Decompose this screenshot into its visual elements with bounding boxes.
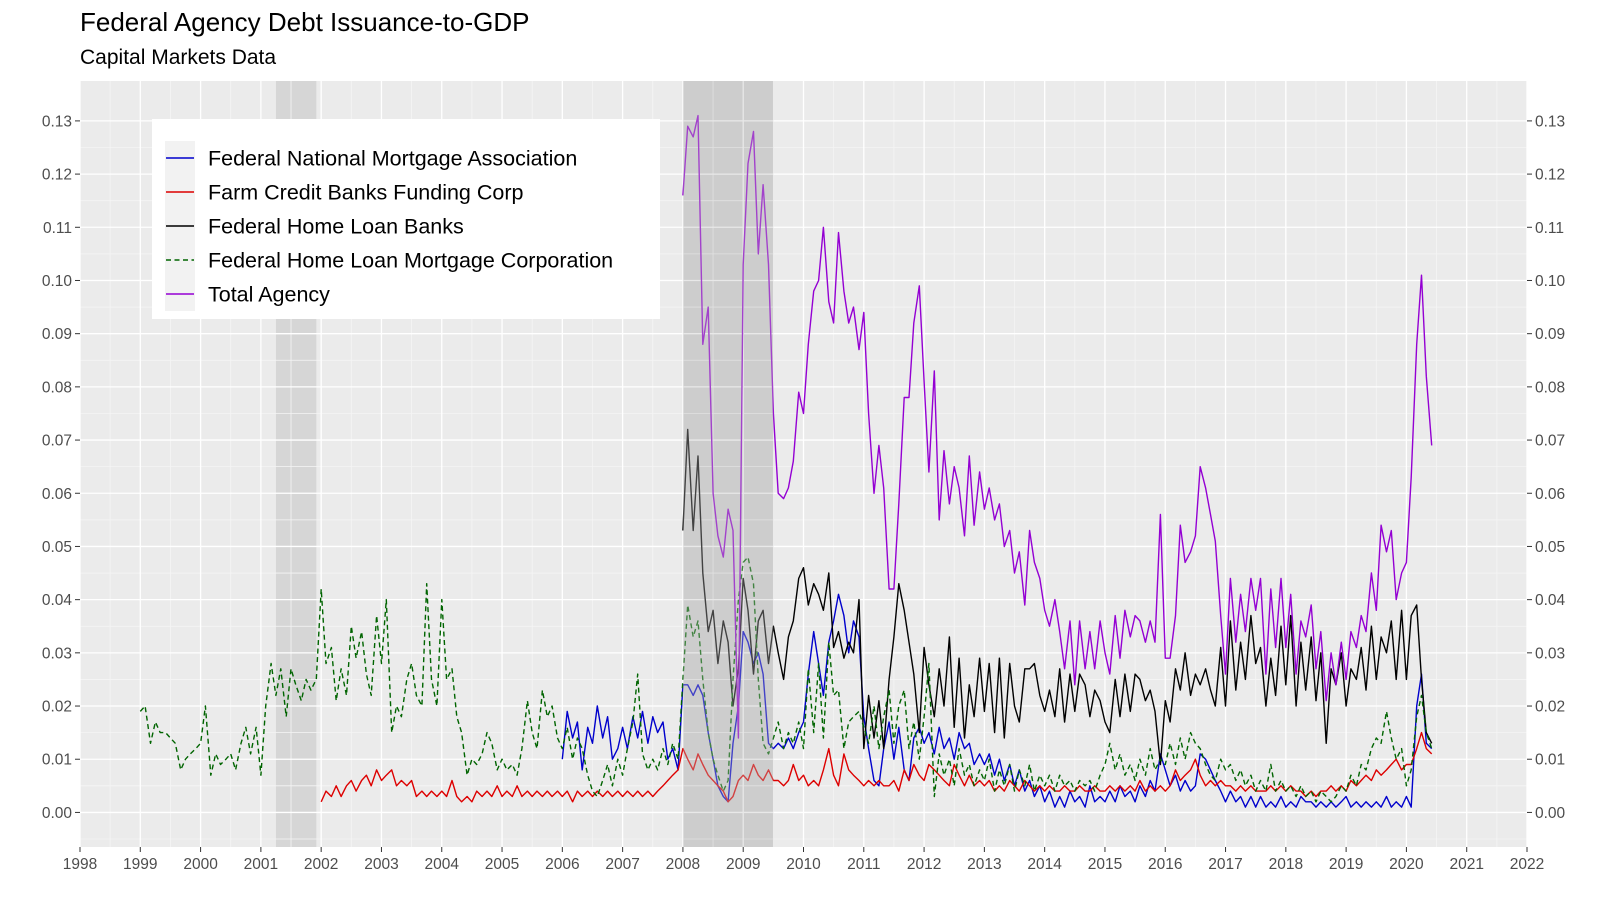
y-tick-label-right: 0.09 <box>1535 326 1565 343</box>
legend-label-5: Total Agency <box>208 283 330 307</box>
legend: Federal National Mortgage Association Far… <box>152 119 660 319</box>
x-tick-label: 2020 <box>1389 856 1424 873</box>
legend-label-3: Federal Home Loan Banks <box>208 215 464 239</box>
series-line-3 <box>682 428 1433 766</box>
x-tick-label: 2017 <box>1208 856 1242 873</box>
y-tick-label-right: 0.11 <box>1535 220 1564 237</box>
y-tick-label-right: 0.12 <box>1535 167 1565 184</box>
y-tick-label-left: 0.04 <box>42 592 73 609</box>
y-tick-label-left: 0.02 <box>42 699 72 716</box>
y-tick-label-left: 0.11 <box>43 220 72 237</box>
y-tick-label-left: 0.09 <box>42 326 72 343</box>
x-tick-label: 2011 <box>847 856 880 873</box>
x-tick-label: 2000 <box>183 856 218 873</box>
legend-label-2: Farm Credit Banks Funding Corp <box>208 181 523 205</box>
y-tick-label-right: 0.04 <box>1535 592 1566 609</box>
y-tick-label-left: 0.06 <box>42 486 72 503</box>
y-tick-label-right: 0.02 <box>1535 699 1565 716</box>
y-tick-label-left: 0.08 <box>42 379 72 396</box>
y-tick-label-right: 0.10 <box>1535 273 1566 290</box>
x-tick-label: 2004 <box>425 856 460 873</box>
y-tick-label-right: 0.03 <box>1535 645 1565 662</box>
series-lines <box>139 81 1433 847</box>
y-tick-label-left: 0.10 <box>42 273 73 290</box>
legend-label-1: Federal National Mortgage Association <box>208 147 577 171</box>
y-tick-label-left: 0.01 <box>42 752 72 769</box>
series-line-2 <box>320 731 1433 803</box>
chart-subtitle: Capital Markets Data <box>80 46 276 69</box>
x-tick-label: 2012 <box>907 856 941 873</box>
y-tick-label-left: 0.00 <box>42 805 73 822</box>
recession-overlay <box>682 81 774 847</box>
x-tick-label: 2014 <box>1027 856 1062 873</box>
y-tick-label-right: 0.05 <box>1535 539 1565 556</box>
x-tick-label: 2007 <box>605 856 639 873</box>
x-tick-label: 1998 <box>63 856 97 873</box>
axes: 0.00 0.00 0.01 0.01 0.02 0.02 0.03 0.03 0.04 0.04… <box>42 113 1566 873</box>
y-tick-label-left: 0.05 <box>42 539 72 556</box>
y-tick-label-right: 0.06 <box>1535 486 1565 503</box>
x-tick-label: 2008 <box>666 856 700 873</box>
x-tick-label: 2010 <box>786 856 821 873</box>
x-tick-label: 2001 <box>244 856 278 873</box>
y-tick-label-left: 0.12 <box>42 167 72 184</box>
legend-box <box>152 119 660 319</box>
x-tick-label: 2019 <box>1329 856 1363 873</box>
x-tick-label: 2016 <box>1148 856 1182 873</box>
x-tick-label: 2018 <box>1269 856 1303 873</box>
y-tick-label-right: 0.13 <box>1535 113 1565 130</box>
y-tick-label-right: 0.01 <box>1535 752 1565 769</box>
x-tick-label: 2009 <box>726 856 760 873</box>
y-tick-label-left: 0.03 <box>42 645 72 662</box>
x-tick-label: 2006 <box>545 856 579 873</box>
y-tick-label-right: 0.07 <box>1535 433 1565 450</box>
x-tick-label: 2022 <box>1510 856 1544 873</box>
series-line-4 <box>139 556 1433 803</box>
x-tick-label: 2021 <box>1449 856 1483 873</box>
x-tick-label: 2002 <box>304 856 338 873</box>
series-line-5 <box>682 114 1433 739</box>
x-tick-label: 1999 <box>123 856 157 873</box>
y-tick-label-left: 0.13 <box>42 113 72 130</box>
y-tick-label-left: 0.07 <box>42 433 72 450</box>
y-tick-label-right: 0.00 <box>1535 805 1566 822</box>
x-tick-label: 2013 <box>967 856 1001 873</box>
x-tick-label: 2003 <box>364 856 398 873</box>
y-tick-label-right: 0.08 <box>1535 379 1565 396</box>
x-tick-label: 2015 <box>1088 856 1122 873</box>
chart-title: Federal Agency Debt Issuance-to-GDP <box>80 7 529 37</box>
legend-label-4: Federal Home Loan Mortgage Corporation <box>208 249 613 273</box>
x-tick-label: 2005 <box>485 856 519 873</box>
